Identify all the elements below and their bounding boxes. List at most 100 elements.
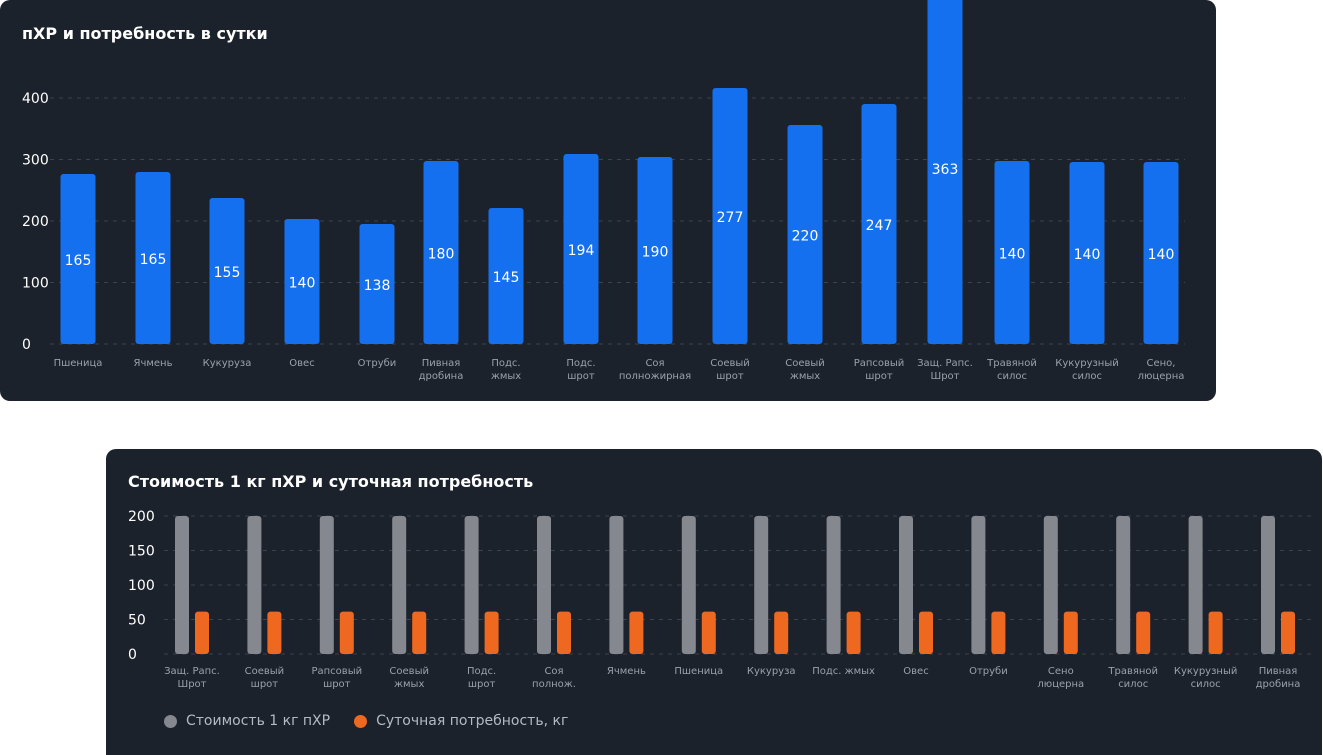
data-label: 220 bbox=[792, 229, 819, 245]
y-tick-label: 200 bbox=[128, 509, 155, 525]
x-tick-label: Пшеница bbox=[54, 358, 103, 369]
bar-need bbox=[774, 611, 789, 654]
bar-need bbox=[1063, 611, 1078, 654]
x-tick-label: Овес bbox=[289, 358, 314, 369]
bar bbox=[787, 125, 823, 344]
x-tick-label: Рапсовый bbox=[311, 666, 362, 677]
bar-need bbox=[195, 611, 209, 654]
legend-label: Суточная потребность, кг bbox=[376, 713, 569, 729]
x-tick-label: силос bbox=[997, 371, 1027, 382]
bar bbox=[712, 88, 748, 344]
chart-card-nxp: пХР и потребность в сутки 0 100 200 300 400 1… bbox=[0, 0, 1216, 401]
x-tick-label: шрот bbox=[251, 679, 279, 690]
chart-card-cost: Стоимость 1 кг пХР и суточная потребност… bbox=[106, 449, 1322, 755]
y-tick-label: 400 bbox=[22, 91, 49, 107]
bar bbox=[861, 104, 897, 344]
x-tick-label: Подс. жмых bbox=[812, 666, 875, 677]
bar-cost bbox=[754, 516, 769, 654]
x-tick-label: Соевый bbox=[389, 666, 429, 677]
bar-cost bbox=[247, 516, 262, 654]
bar-cost bbox=[1043, 516, 1058, 654]
x-tick-label: Пшеница bbox=[674, 666, 723, 677]
data-label: 277 bbox=[717, 210, 744, 226]
x-tick-label: жмых bbox=[491, 371, 521, 382]
x-tick-label: Кукурузный bbox=[1055, 358, 1119, 369]
y-tick-label: 0 bbox=[22, 337, 31, 353]
legend-dot-need bbox=[354, 714, 368, 728]
data-label: 194 bbox=[568, 243, 595, 259]
x-tick-label: Подс. bbox=[467, 666, 496, 677]
x-tick-label: Пивная bbox=[1259, 666, 1298, 677]
x-tick-label: Отруби bbox=[969, 666, 1008, 677]
x-tick-label: Травяной bbox=[986, 358, 1037, 369]
x-tick-label: шрот bbox=[865, 371, 893, 382]
x-tick-label: Шрот bbox=[178, 679, 207, 690]
bar-cost bbox=[1116, 516, 1131, 654]
x-tick-label: люцерна bbox=[1037, 679, 1084, 690]
y-tick-label: 100 bbox=[128, 578, 155, 594]
x-tick-label: шрот bbox=[716, 371, 744, 382]
bar bbox=[637, 157, 673, 344]
data-label: 140 bbox=[1148, 247, 1175, 263]
x-tick-label: Шрот bbox=[931, 371, 960, 382]
y-tick-label: 0 bbox=[128, 647, 137, 663]
bar-need bbox=[629, 611, 644, 654]
bar-cost bbox=[537, 516, 551, 654]
data-label: 247 bbox=[866, 218, 893, 234]
x-tick-label: Ячмень bbox=[607, 666, 646, 677]
y-tick-label: 150 bbox=[128, 544, 155, 560]
bar-cost bbox=[899, 516, 913, 654]
bar bbox=[927, 0, 963, 344]
x-tick-label: Кукуруза bbox=[203, 358, 252, 369]
x-tick-label: Соя bbox=[544, 666, 563, 677]
x-tick-label: Пивная bbox=[422, 358, 461, 369]
x-tick-label: дробина bbox=[1256, 679, 1301, 690]
y-tick-label: 50 bbox=[128, 613, 146, 629]
bar bbox=[994, 161, 1030, 344]
bar bbox=[135, 172, 171, 344]
x-tick-label: шрот bbox=[567, 371, 595, 382]
bar-need bbox=[701, 611, 716, 654]
data-label: 363 bbox=[932, 162, 959, 178]
data-label: 180 bbox=[428, 247, 455, 263]
x-tick-label: Сено bbox=[1048, 666, 1074, 677]
x-tick-label: Соевый bbox=[245, 666, 285, 677]
bar bbox=[488, 208, 524, 344]
bar-cost bbox=[681, 516, 696, 654]
x-tick-label: Соевый bbox=[710, 358, 750, 369]
bar bbox=[284, 219, 320, 344]
x-tick-label: силос bbox=[1191, 679, 1221, 690]
bar-cost bbox=[1188, 516, 1203, 654]
bar-chart-cost: 0 50 100 150 200 Защ. Рапс. Шрот Соевый шрот Рапс… bbox=[128, 509, 1311, 690]
bar-need bbox=[339, 611, 354, 654]
chart-legend: Стоимость 1 кг пХР Суточная потребность,… bbox=[164, 713, 592, 729]
bar-need bbox=[1136, 611, 1151, 654]
legend-dot-cost bbox=[164, 714, 177, 728]
legend-item-cost[interactable]: Стоимость 1 кг пХР bbox=[164, 713, 330, 729]
x-tick-label: шрот bbox=[468, 679, 496, 690]
data-label: 140 bbox=[999, 247, 1026, 263]
x-tick-label: Ячмень bbox=[134, 358, 173, 369]
bar-cost bbox=[609, 516, 624, 654]
chart-title: Стоимость 1 кг пХР и суточная потребност… bbox=[128, 472, 534, 491]
x-tick-label: жмых bbox=[394, 679, 424, 690]
legend-label: Стоимость 1 кг пХР bbox=[186, 713, 331, 729]
legend-item-need[interactable]: Суточная потребность, кг bbox=[354, 713, 568, 729]
data-label: 165 bbox=[140, 252, 167, 268]
x-tick-label: Соя bbox=[645, 358, 664, 369]
bar-cost bbox=[1261, 516, 1275, 654]
chart-title: пХР и потребность в сутки bbox=[22, 24, 268, 43]
x-tick-label: Защ. Рапс. bbox=[164, 666, 220, 677]
data-label: 140 bbox=[1074, 247, 1101, 263]
data-label: 190 bbox=[642, 245, 669, 261]
bar bbox=[563, 154, 599, 344]
bar bbox=[423, 161, 459, 344]
bar-chart-nxp: 0 100 200 300 400 165 Пшеница 165 Ячмень 155 Кукур… bbox=[22, 0, 1185, 382]
bar-cost bbox=[464, 516, 479, 654]
x-tick-label: полножирная bbox=[619, 371, 691, 382]
x-tick-label: Кукурузный bbox=[1174, 666, 1238, 677]
data-label: 165 bbox=[65, 253, 92, 269]
bar-need bbox=[484, 611, 499, 654]
bar-need bbox=[267, 611, 282, 654]
x-tick-label: Сено, bbox=[1147, 358, 1176, 369]
